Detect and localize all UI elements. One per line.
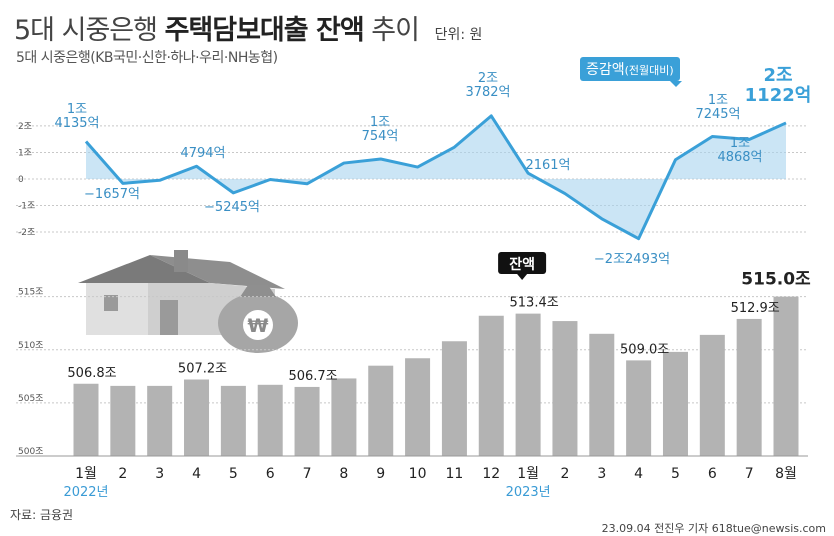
line-y-tick-label: 2조 (18, 122, 32, 132)
balance-bar (110, 385, 136, 456)
balance-bar (662, 351, 688, 456)
balance-bar (736, 318, 762, 456)
balance-bar (515, 313, 541, 456)
balance-bar (331, 378, 357, 456)
x-tick-label: 2 (560, 466, 569, 482)
bar-data-label: 512.9조 (731, 301, 780, 316)
svg-text:₩: ₩ (248, 315, 269, 337)
bar-data-label: 513.4조 (510, 296, 559, 311)
line-data-label: 7245억 (695, 107, 740, 122)
x-tick-label: 5 (229, 466, 238, 482)
change-badge: 증감액(전월대비) (580, 57, 682, 87)
balance-callout-arrow (517, 274, 528, 280)
bar-data-label: 515.0조 (741, 270, 811, 290)
bar-data-label: 507.2조 (178, 362, 227, 377)
x-tick-label: 6 (266, 466, 275, 482)
x-tick-label: 3 (155, 466, 164, 482)
balance-bar (73, 383, 99, 456)
x-tick-label: 1월 (75, 466, 97, 482)
bar-y-tick-label: 500조 (18, 447, 43, 457)
x-tick-label: 4 (634, 466, 643, 482)
line-data-label: −5245억 (204, 200, 260, 215)
line-y-tick-label: 1조 (18, 148, 32, 158)
year-label: 2023년 (506, 485, 551, 500)
line-data-label: 1122억 (745, 85, 812, 106)
line-data-label: 4868억 (717, 150, 762, 165)
x-tick-label: 4 (192, 466, 201, 482)
line-data-label: 1조 (730, 136, 750, 151)
year-label: 2022년 (63, 485, 108, 500)
x-tick-label: 12 (482, 466, 500, 482)
increase-area (86, 115, 786, 239)
title-prefix: 5대 시중은행 (14, 15, 158, 46)
credit-note: 23.09.04 전진우 기자 618tue@newsis.com (601, 522, 826, 535)
x-tick-label: 7 (303, 466, 312, 482)
x-tick-label: 11 (446, 466, 464, 482)
x-tick-label: 7 (745, 466, 754, 482)
balance-bar (589, 333, 615, 456)
line-data-label: 1조 (67, 102, 87, 117)
balance-bar (478, 315, 504, 456)
balance-bar (552, 321, 578, 456)
balance-bar (294, 386, 320, 456)
line-data-label: 754억 (362, 129, 399, 144)
bar-data-label: 506.7조 (288, 369, 337, 384)
balance-bar (257, 384, 283, 456)
balance-bar (147, 385, 173, 456)
unit-label: 단위: 원 (434, 27, 483, 43)
line-data-label: 4135억 (54, 116, 99, 131)
x-tick-label: 2 (118, 466, 127, 482)
title-bold: 주택담보대출 잔액 (164, 15, 365, 46)
bar-y-tick-label: 515조 (18, 288, 43, 298)
x-tick-label: 10 (409, 466, 427, 482)
bar-data-label: 506.8조 (67, 366, 116, 381)
title-suffix: 추이 (371, 15, 420, 46)
x-tick-label: 1월 (517, 466, 539, 482)
x-tick-label: 5 (671, 466, 680, 482)
line-data-label: −1657억 (84, 187, 140, 202)
balance-bar (699, 334, 725, 456)
x-tick-label: 3 (597, 466, 606, 482)
x-tick-label: 9 (376, 466, 385, 482)
balance-bar (626, 360, 652, 456)
line-data-label: 3782억 (465, 85, 510, 100)
balance-callout-box (498, 252, 547, 274)
line-y-tick-label: 0 (18, 175, 24, 185)
bar-y-tick-label: 505조 (18, 394, 43, 404)
balance-bar (184, 379, 210, 456)
badge-sub: (전월대비) (624, 64, 674, 77)
balance-bar (773, 296, 799, 456)
chart-title: 5대 시중은행 주택담보대출 잔액 추이 단위: 원 (14, 8, 482, 47)
bar-data-label: 509.0조 (620, 342, 669, 357)
balance-bar (405, 358, 431, 456)
line-data-label: 1조 (370, 115, 390, 130)
source-note: 자료: 금융권 (10, 508, 74, 522)
bar-y-tick-label: 510조 (18, 341, 43, 351)
line-data-label: 1조 (708, 93, 728, 108)
line-data-label: 2조 (763, 65, 792, 86)
balance-bar (441, 341, 467, 456)
balance-bar (220, 385, 246, 456)
badge-main: 증감액 (586, 62, 625, 78)
chart-subtitle: 5대 시중은행(KB국민·신한·하나·우리·NH농협) (16, 50, 278, 66)
line-y-tick-label: -1조 (18, 202, 35, 212)
balance-callout-text: 잔액 (509, 256, 535, 273)
line-y-tick-label: -2조 (18, 228, 35, 238)
x-tick-label: 8 (339, 466, 348, 482)
x-tick-label: 6 (708, 466, 717, 482)
line-data-label: 2조 (478, 71, 498, 86)
increase-line (84, 114, 787, 241)
line-data-label: −2조2493억 (594, 252, 670, 267)
x-tick-label: 8월 (775, 466, 797, 482)
house-money-bag-illustration: ₩ (78, 250, 298, 353)
line-data-label: 4794억 (180, 146, 225, 161)
balance-bar (368, 365, 394, 456)
line-data-label: 2161억 (525, 158, 570, 173)
